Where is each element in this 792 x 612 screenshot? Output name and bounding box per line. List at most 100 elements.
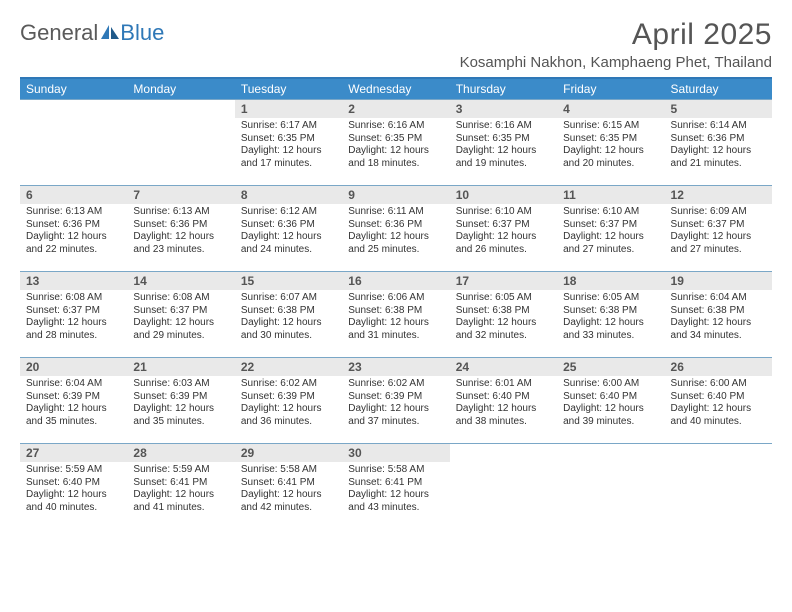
location-subtitle: Kosamphi Nakhon, Kamphaeng Phet, Thailan… — [460, 54, 772, 71]
day-details: Sunrise: 6:16 AMSunset: 6:35 PMDaylight:… — [342, 118, 449, 174]
day-details: Sunrise: 6:05 AMSunset: 6:38 PMDaylight:… — [557, 290, 664, 346]
day-cell: 12Sunrise: 6:09 AMSunset: 6:37 PMDayligh… — [665, 186, 772, 272]
day-details: Sunrise: 6:02 AMSunset: 6:39 PMDaylight:… — [342, 376, 449, 432]
logo-text-gray: General — [20, 22, 98, 44]
day-details: Sunrise: 6:02 AMSunset: 6:39 PMDaylight:… — [235, 376, 342, 432]
day-cell: 2Sunrise: 6:16 AMSunset: 6:35 PMDaylight… — [342, 100, 449, 186]
day-of-week-row: Sunday Monday Tuesday Wednesday Thursday… — [20, 78, 772, 100]
day-details: Sunrise: 6:07 AMSunset: 6:38 PMDaylight:… — [235, 290, 342, 346]
week-row: 20Sunrise: 6:04 AMSunset: 6:39 PMDayligh… — [20, 358, 772, 444]
day-number: 21 — [127, 358, 234, 376]
day-cell: 27Sunrise: 5:59 AMSunset: 6:40 PMDayligh… — [20, 444, 127, 530]
day-number: 22 — [235, 358, 342, 376]
day-number: 16 — [342, 272, 449, 290]
day-number: 25 — [557, 358, 664, 376]
day-details: Sunrise: 6:16 AMSunset: 6:35 PMDaylight:… — [450, 118, 557, 174]
day-details: Sunrise: 6:12 AMSunset: 6:36 PMDaylight:… — [235, 204, 342, 260]
dow-header: Friday — [557, 78, 664, 100]
week-row: 27Sunrise: 5:59 AMSunset: 6:40 PMDayligh… — [20, 444, 772, 530]
dow-header: Thursday — [450, 78, 557, 100]
day-details: Sunrise: 6:15 AMSunset: 6:35 PMDaylight:… — [557, 118, 664, 174]
day-cell: 21Sunrise: 6:03 AMSunset: 6:39 PMDayligh… — [127, 358, 234, 444]
day-details: Sunrise: 6:00 AMSunset: 6:40 PMDaylight:… — [557, 376, 664, 432]
day-details: Sunrise: 6:13 AMSunset: 6:36 PMDaylight:… — [127, 204, 234, 260]
day-cell: 13Sunrise: 6:08 AMSunset: 6:37 PMDayligh… — [20, 272, 127, 358]
day-number: 30 — [342, 444, 449, 462]
logo-text-blue: Blue — [120, 22, 164, 44]
day-details: Sunrise: 6:08 AMSunset: 6:37 PMDaylight:… — [20, 290, 127, 346]
day-number: 18 — [557, 272, 664, 290]
day-cell: 4Sunrise: 6:15 AMSunset: 6:35 PMDaylight… — [557, 100, 664, 186]
day-number: 1 — [235, 100, 342, 118]
day-details: Sunrise: 6:01 AMSunset: 6:40 PMDaylight:… — [450, 376, 557, 432]
day-cell: 22Sunrise: 6:02 AMSunset: 6:39 PMDayligh… — [235, 358, 342, 444]
day-number: 6 — [20, 186, 127, 204]
day-number: 3 — [450, 100, 557, 118]
dow-header: Tuesday — [235, 78, 342, 100]
day-number: 8 — [235, 186, 342, 204]
day-details: Sunrise: 5:59 AMSunset: 6:41 PMDaylight:… — [127, 462, 234, 518]
day-number: 5 — [665, 100, 772, 118]
day-details: Sunrise: 6:10 AMSunset: 6:37 PMDaylight:… — [450, 204, 557, 260]
day-cell: 26Sunrise: 6:00 AMSunset: 6:40 PMDayligh… — [665, 358, 772, 444]
day-details: Sunrise: 6:17 AMSunset: 6:35 PMDaylight:… — [235, 118, 342, 174]
day-cell: 5Sunrise: 6:14 AMSunset: 6:36 PMDaylight… — [665, 100, 772, 186]
day-details: Sunrise: 5:59 AMSunset: 6:40 PMDaylight:… — [20, 462, 127, 518]
day-details: Sunrise: 6:11 AMSunset: 6:36 PMDaylight:… — [342, 204, 449, 260]
day-number: 2 — [342, 100, 449, 118]
day-number: 17 — [450, 272, 557, 290]
day-number: 14 — [127, 272, 234, 290]
day-cell: 3Sunrise: 6:16 AMSunset: 6:35 PMDaylight… — [450, 100, 557, 186]
dow-header: Saturday — [665, 78, 772, 100]
day-number: 24 — [450, 358, 557, 376]
day-number: 7 — [127, 186, 234, 204]
day-cell: 10Sunrise: 6:10 AMSunset: 6:37 PMDayligh… — [450, 186, 557, 272]
day-details: Sunrise: 6:03 AMSunset: 6:39 PMDaylight:… — [127, 376, 234, 432]
calendar-table: Sunday Monday Tuesday Wednesday Thursday… — [20, 77, 772, 530]
day-number: 13 — [20, 272, 127, 290]
day-details: Sunrise: 6:05 AMSunset: 6:38 PMDaylight:… — [450, 290, 557, 346]
day-details: Sunrise: 6:04 AMSunset: 6:38 PMDaylight:… — [665, 290, 772, 346]
day-details: Sunrise: 6:14 AMSunset: 6:36 PMDaylight:… — [665, 118, 772, 174]
dow-header: Sunday — [20, 78, 127, 100]
day-number: 11 — [557, 186, 664, 204]
day-cell: 29Sunrise: 5:58 AMSunset: 6:41 PMDayligh… — [235, 444, 342, 530]
day-details: Sunrise: 6:00 AMSunset: 6:40 PMDaylight:… — [665, 376, 772, 432]
day-cell: 17Sunrise: 6:05 AMSunset: 6:38 PMDayligh… — [450, 272, 557, 358]
page-header: General Blue April 2025 Kosamphi Nakhon,… — [20, 18, 772, 71]
dow-header: Monday — [127, 78, 234, 100]
day-cell: 14Sunrise: 6:08 AMSunset: 6:37 PMDayligh… — [127, 272, 234, 358]
day-number: 23 — [342, 358, 449, 376]
logo: General Blue — [20, 18, 164, 44]
day-cell: 25Sunrise: 6:00 AMSunset: 6:40 PMDayligh… — [557, 358, 664, 444]
day-cell: 7Sunrise: 6:13 AMSunset: 6:36 PMDaylight… — [127, 186, 234, 272]
day-cell — [450, 444, 557, 530]
day-number: 29 — [235, 444, 342, 462]
day-number: 9 — [342, 186, 449, 204]
sail-icon — [100, 22, 120, 44]
day-number: 28 — [127, 444, 234, 462]
day-cell: 28Sunrise: 5:59 AMSunset: 6:41 PMDayligh… — [127, 444, 234, 530]
day-cell: 8Sunrise: 6:12 AMSunset: 6:36 PMDaylight… — [235, 186, 342, 272]
day-cell: 15Sunrise: 6:07 AMSunset: 6:38 PMDayligh… — [235, 272, 342, 358]
day-cell: 1Sunrise: 6:17 AMSunset: 6:35 PMDaylight… — [235, 100, 342, 186]
week-row: 13Sunrise: 6:08 AMSunset: 6:37 PMDayligh… — [20, 272, 772, 358]
day-cell: 20Sunrise: 6:04 AMSunset: 6:39 PMDayligh… — [20, 358, 127, 444]
day-cell: 23Sunrise: 6:02 AMSunset: 6:39 PMDayligh… — [342, 358, 449, 444]
day-details: Sunrise: 6:04 AMSunset: 6:39 PMDaylight:… — [20, 376, 127, 432]
day-number: 27 — [20, 444, 127, 462]
day-number: 4 — [557, 100, 664, 118]
calendar-page: General Blue April 2025 Kosamphi Nakhon,… — [0, 0, 792, 530]
day-number: 10 — [450, 186, 557, 204]
day-details: Sunrise: 6:10 AMSunset: 6:37 PMDaylight:… — [557, 204, 664, 260]
day-details: Sunrise: 6:08 AMSunset: 6:37 PMDaylight:… — [127, 290, 234, 346]
day-cell: 18Sunrise: 6:05 AMSunset: 6:38 PMDayligh… — [557, 272, 664, 358]
day-cell: 19Sunrise: 6:04 AMSunset: 6:38 PMDayligh… — [665, 272, 772, 358]
dow-header: Wednesday — [342, 78, 449, 100]
title-block: April 2025 Kosamphi Nakhon, Kamphaeng Ph… — [460, 18, 772, 71]
day-number: 19 — [665, 272, 772, 290]
day-number: 12 — [665, 186, 772, 204]
day-details: Sunrise: 5:58 AMSunset: 6:41 PMDaylight:… — [342, 462, 449, 518]
day-details: Sunrise: 6:09 AMSunset: 6:37 PMDaylight:… — [665, 204, 772, 260]
day-cell: 6Sunrise: 6:13 AMSunset: 6:36 PMDaylight… — [20, 186, 127, 272]
